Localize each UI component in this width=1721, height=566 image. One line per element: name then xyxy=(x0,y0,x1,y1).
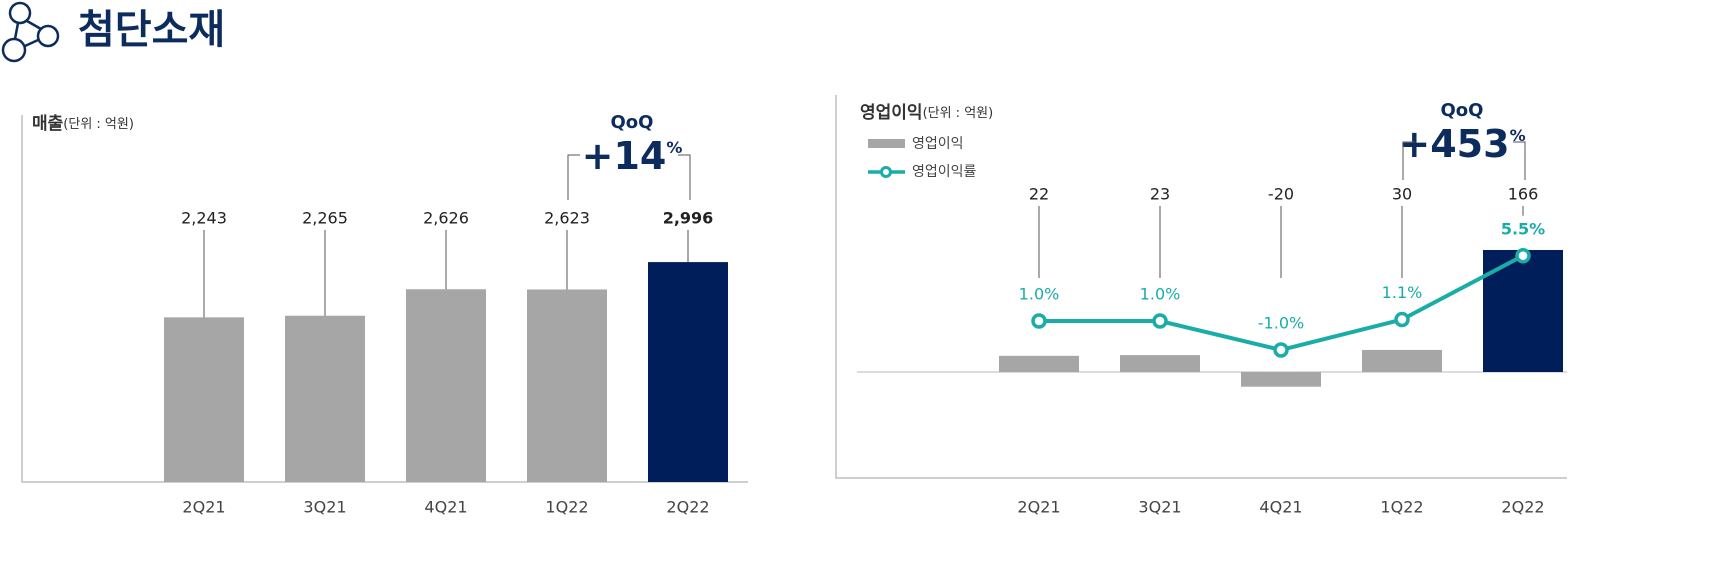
header-icon xyxy=(1,1,60,63)
qoq-unit: % xyxy=(666,138,682,157)
value-label: 2,996 xyxy=(663,209,714,228)
legend-label: 영업이익 xyxy=(912,136,964,152)
chart-frame xyxy=(21,115,748,483)
qoq-number: +453 xyxy=(1398,122,1509,166)
line-point xyxy=(1273,342,1289,358)
legend-marker xyxy=(880,166,892,178)
x-tick-label: 1Q22 xyxy=(545,498,588,517)
x-tick-label: 2Q21 xyxy=(1017,498,1060,517)
line-point xyxy=(1031,313,1047,329)
bar xyxy=(648,262,728,482)
value-label: 22 xyxy=(1029,185,1049,204)
x-tick-label: 3Q21 xyxy=(303,498,346,517)
chart-unit: (단위 : 억원) xyxy=(923,106,994,121)
legend-label: 영업이익률 xyxy=(912,164,977,180)
qoq-label: QoQ xyxy=(611,112,654,133)
line-value-label: -1.0% xyxy=(1258,314,1304,333)
x-tick-label: 2Q21 xyxy=(182,498,225,517)
line-point xyxy=(1394,311,1410,328)
bar xyxy=(1362,349,1442,372)
chart-title-text: 매출 xyxy=(32,114,64,134)
bar xyxy=(1241,372,1321,387)
chart-title: 매출(단위 : 억원) xyxy=(32,114,134,134)
value-label: 2,243 xyxy=(181,209,227,228)
x-tick-label: 2Q22 xyxy=(1501,498,1544,517)
chart-unit: (단위 : 억원) xyxy=(63,117,134,132)
bar xyxy=(999,355,1079,372)
qoq-value: +453% xyxy=(1398,122,1525,166)
qoq-label: QoQ xyxy=(1441,100,1484,121)
x-tick-label: 4Q21 xyxy=(424,498,467,517)
qoq-value: +14% xyxy=(582,134,683,178)
x-tick-label: 2Q22 xyxy=(666,498,709,517)
value-label: 166 xyxy=(1508,185,1539,204)
bar xyxy=(285,315,365,482)
bar xyxy=(527,289,607,482)
x-tick-label: 4Q21 xyxy=(1259,498,1302,517)
x-tick-label: 3Q21 xyxy=(1138,498,1181,517)
qoq-number: +14 xyxy=(582,134,667,178)
chart-title: 영업이익(단위 : 억원) xyxy=(860,103,993,123)
legend-swatch xyxy=(868,139,905,148)
qoq-bracket xyxy=(1402,141,1526,180)
bar xyxy=(406,289,486,482)
value-label: 23 xyxy=(1150,185,1170,204)
line-value-label: 1.0% xyxy=(1019,285,1060,304)
line-point xyxy=(1515,248,1531,264)
qoq-unit: % xyxy=(1510,126,1526,145)
line-point xyxy=(1152,313,1168,329)
chart-title-text: 영업이익 xyxy=(860,103,923,123)
line-value-label: 5.5% xyxy=(1501,219,1545,238)
x-tick-label: 1Q22 xyxy=(1380,498,1423,517)
value-label: 2,626 xyxy=(423,209,469,228)
qoq-bracket xyxy=(567,154,691,200)
bar xyxy=(1120,355,1200,372)
value-label: 2,623 xyxy=(544,209,590,228)
value-label: 2,265 xyxy=(302,209,348,228)
value-label: -20 xyxy=(1268,185,1294,204)
chart-frame xyxy=(835,95,1567,479)
value-label: 30 xyxy=(1392,185,1412,204)
line-value-label: 1.1% xyxy=(1382,283,1423,302)
line-value-label: 1.0% xyxy=(1140,285,1181,304)
page-title: 첨단소재 xyxy=(78,7,225,53)
bar xyxy=(164,317,244,482)
